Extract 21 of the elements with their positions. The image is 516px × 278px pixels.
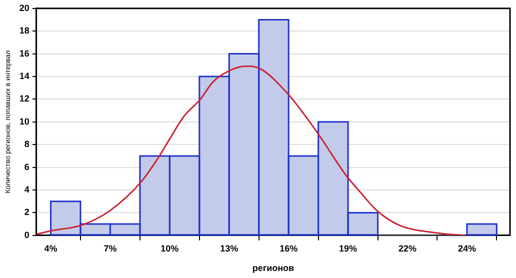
x-axis-title: регионов (252, 263, 295, 274)
y-tick-label: 6 (24, 162, 30, 172)
y-tick-label: 4 (24, 184, 30, 194)
y-tick-label: 12 (19, 94, 30, 104)
y-tick-label: 16 (19, 48, 30, 58)
y-tick-label: 14 (19, 70, 30, 81)
line-series (36, 66, 466, 236)
x-tick-label: 24% (458, 243, 476, 254)
y-tick-label: 2 (24, 207, 30, 218)
y-tick-label: 10 (19, 116, 30, 126)
x-tick-label: 19% (339, 243, 358, 254)
x-tick-label: 13% (220, 243, 238, 254)
x-tick-label: 4% (44, 243, 58, 254)
x-tick-label: 16% (280, 243, 298, 254)
x-tick-label: 10% (160, 243, 179, 254)
x-tick-label: 7% (104, 243, 117, 254)
x-tick-label: 22% (398, 243, 416, 254)
y-tick-label: 20 (19, 2, 30, 13)
y-tick-label: 8 (24, 139, 30, 150)
y-tick-label: 18 (19, 26, 30, 36)
y-tick-label: 0 (24, 230, 30, 240)
